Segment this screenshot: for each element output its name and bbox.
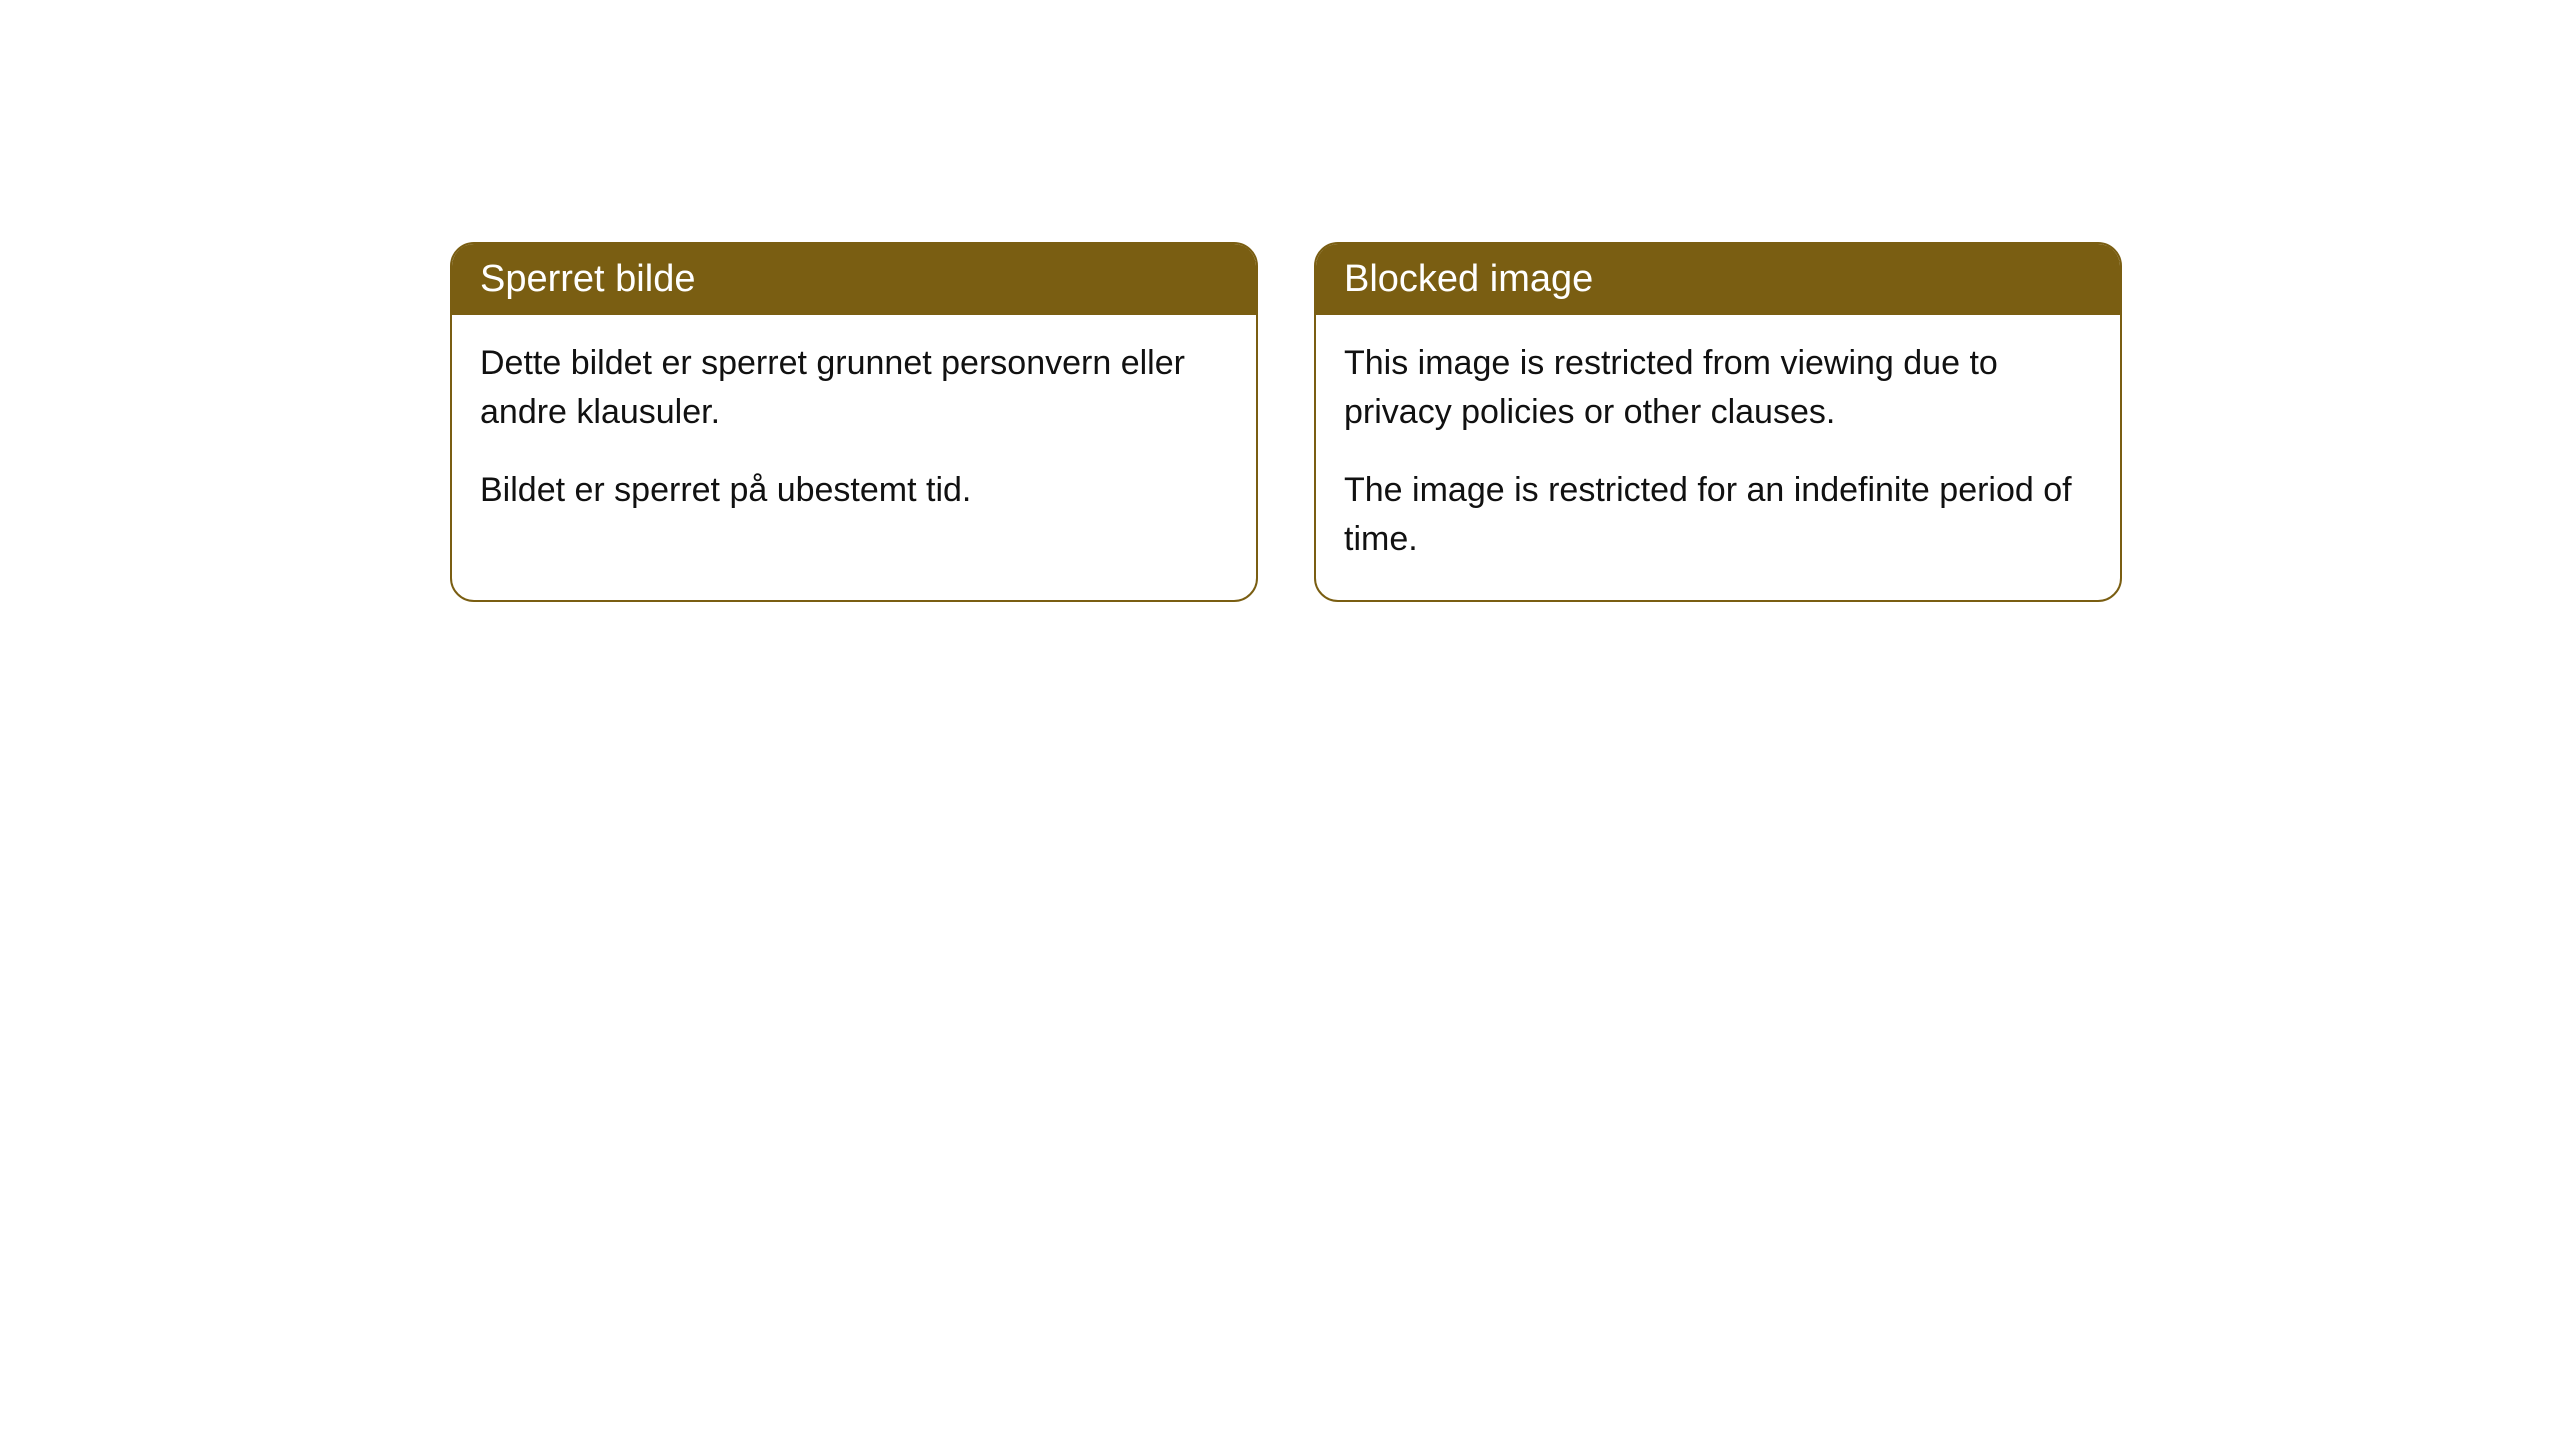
cards-container: Sperret bilde Dette bildet er sperret gr…	[450, 242, 2122, 602]
card-paragraph-2: The image is restricted for an indefinit…	[1344, 466, 2092, 565]
card-paragraph-1: This image is restricted from viewing du…	[1344, 339, 2092, 438]
card-english: Blocked image This image is restricted f…	[1314, 242, 2122, 602]
card-body-norwegian: Dette bildet er sperret grunnet personve…	[452, 315, 1256, 551]
card-title: Sperret bilde	[480, 258, 695, 300]
card-title: Blocked image	[1344, 258, 1593, 300]
card-norwegian: Sperret bilde Dette bildet er sperret gr…	[450, 242, 1258, 602]
card-header-norwegian: Sperret bilde	[452, 244, 1256, 315]
card-body-english: This image is restricted from viewing du…	[1316, 315, 2120, 600]
card-paragraph-2: Bildet er sperret på ubestemt tid.	[480, 466, 1228, 515]
card-header-english: Blocked image	[1316, 244, 2120, 315]
card-paragraph-1: Dette bildet er sperret grunnet personve…	[480, 339, 1228, 438]
